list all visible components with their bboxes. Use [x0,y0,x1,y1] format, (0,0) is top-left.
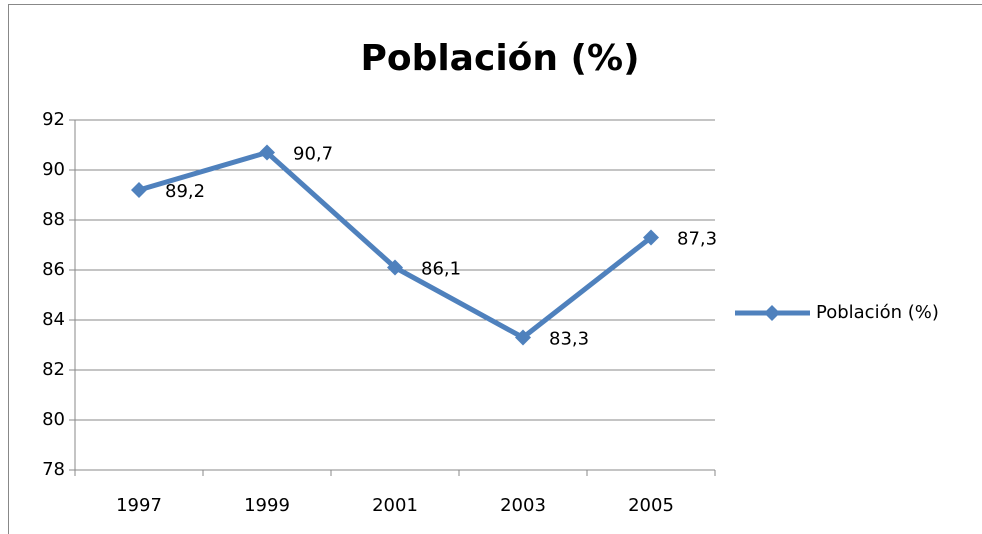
point-marker [643,229,659,246]
legend-marker [764,305,780,321]
x-tick-label: 2005 [628,495,674,516]
y-tick-label: 86 [42,259,65,280]
chart-title: Población (%) [360,38,639,79]
data-label: 86,1 [421,259,461,280]
y-tick-label: 88 [42,209,65,230]
x-tick-label: 2003 [500,495,546,516]
legend-label: Población (%) [816,302,939,323]
y-tick-label: 90 [42,159,65,180]
point-marker [259,144,275,161]
y-tick-label: 78 [42,459,65,480]
point-marker [131,182,147,198]
x-tick-label: 1997 [116,495,162,516]
data-label: 83,3 [549,329,589,350]
x-tick-label: 2001 [372,495,418,516]
y-tick-label: 84 [42,309,65,330]
point-marker [387,259,403,276]
data-label: 90,7 [293,144,333,165]
y-tick-label: 80 [42,409,65,430]
x-tick-label: 1999 [244,495,290,516]
series-line [138,150,653,340]
data-label: 87,3 [677,229,717,250]
chart-frame [8,4,982,534]
data-label: 89,2 [165,181,205,202]
y-tick-label: 82 [42,359,65,380]
point-marker [515,329,531,346]
y-tick-label: 92 [42,109,65,130]
